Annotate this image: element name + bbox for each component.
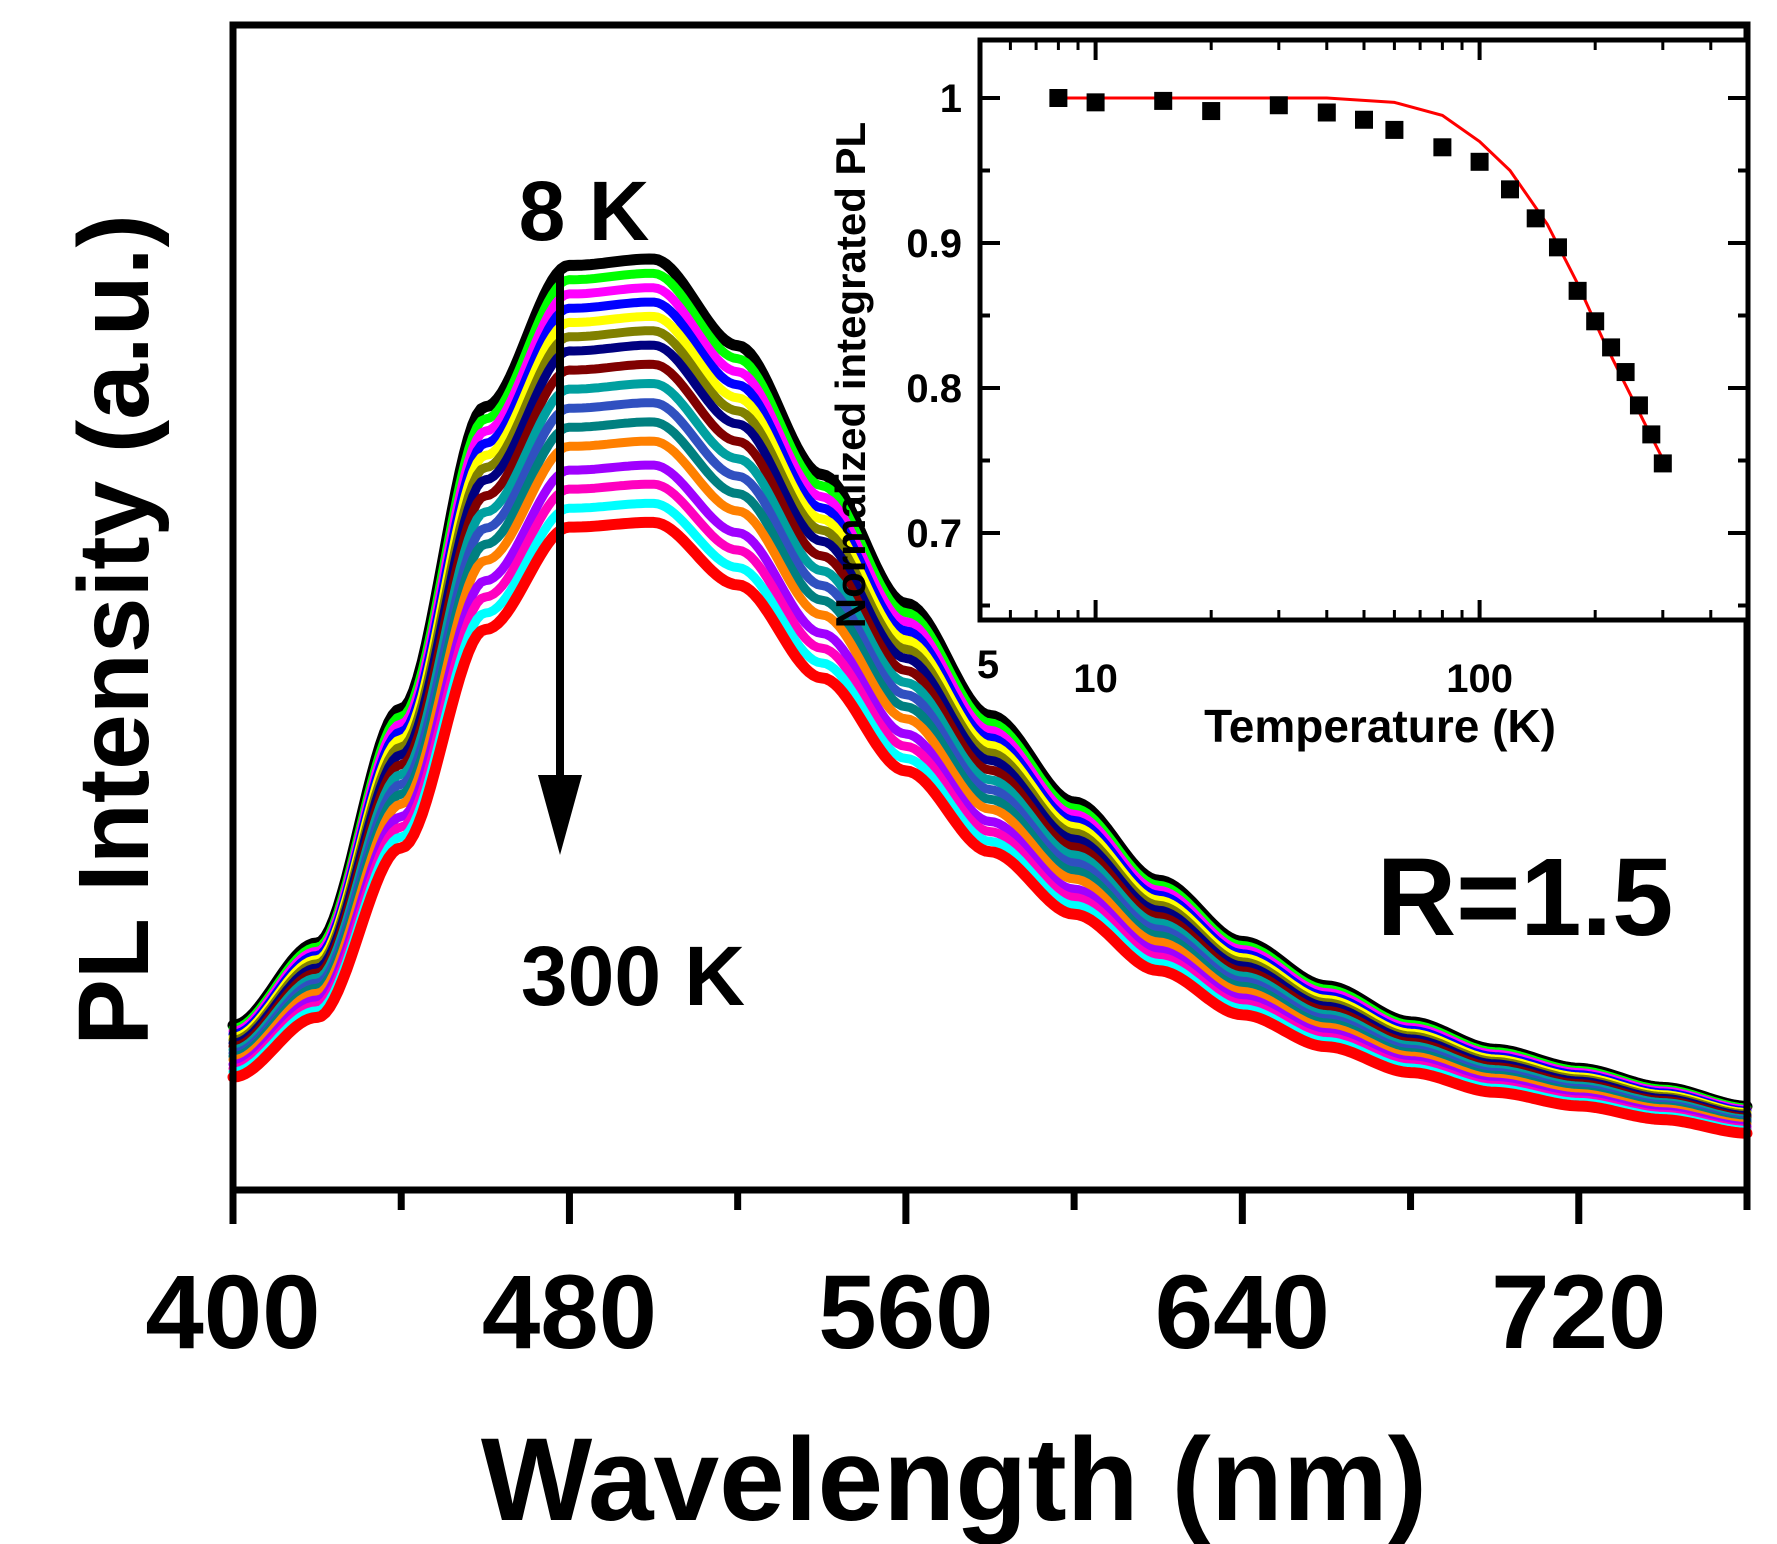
main-series-group [227, 253, 1753, 1139]
inset-data-point [1470, 152, 1489, 171]
inset-data-point [1154, 91, 1173, 110]
main-y-axis-label: PL Intensity (a.u.) [58, 214, 170, 1046]
main-x-axis-label: Wavelength (nm) [481, 1414, 1427, 1544]
inset-chart: 5 10 100 0.7 0.8 0.9 1 Temperature (K) Normali… [827, 37, 1751, 752]
main-x-tick-label: 400 [145, 1254, 320, 1371]
inset-data-point [1269, 96, 1288, 115]
inset-y-tick-label: 1 [940, 77, 962, 121]
inset-data-point [1501, 180, 1520, 199]
inset-data-point [1642, 425, 1661, 444]
bottom-temperature-label: 300 K [521, 929, 745, 1023]
inset-background [980, 40, 1748, 620]
sample-ratio-label: R=1.5 [1377, 836, 1674, 959]
inset-data-point [1629, 396, 1648, 415]
inset-data-point [1602, 338, 1621, 357]
inset-data-point [1049, 89, 1068, 107]
main-x-tick-label: 560 [818, 1254, 993, 1371]
inset-points-group [1049, 89, 1672, 473]
inset-x-tick-label: 100 [1446, 657, 1513, 701]
inset-data-point [1548, 238, 1567, 257]
inset-data-point [1202, 102, 1221, 121]
inset-y-tick-label: 0.8 [906, 367, 962, 411]
inset-ticks: 5 10 100 0.7 0.8 0.9 1 [906, 40, 1750, 701]
inset-x-axis-label: Temperature (K) [1204, 700, 1556, 752]
inset-data-point [1317, 103, 1336, 122]
spectrum-line-300-k [227, 516, 1753, 1139]
inset-data-point [1586, 312, 1605, 331]
inset-y-axis-label: Normalized integrated PL [827, 122, 874, 628]
main-x-tick-label: 720 [1491, 1254, 1666, 1371]
inset-fit-group [1058, 96, 1665, 460]
inset-data-point [1568, 281, 1587, 300]
inset-data-point [1526, 209, 1545, 228]
inset-data-point [1086, 93, 1105, 112]
inset-data-point [1616, 363, 1635, 382]
inset-x-tick-label: 5 [977, 643, 999, 687]
inset-data-point [1653, 454, 1672, 473]
inset-y-tick-label: 0.9 [906, 222, 962, 266]
main-x-ticks: 400 480 560 640 720 [145, 1190, 1751, 1371]
inset-x-tick-label: 10 [1073, 657, 1118, 701]
temperature-arrow-head [538, 775, 582, 855]
top-temperature-label: 8 K [519, 164, 650, 258]
main-chart: 400 480 560 640 720 Wavelength (nm) PL Inten… [58, 21, 1753, 1544]
main-x-tick-label: 480 [482, 1254, 657, 1371]
inset-data-point [1385, 120, 1404, 139]
inset-y-tick-label: 0.7 [906, 512, 962, 556]
inset-data-point [1433, 138, 1452, 157]
main-x-tick-label: 640 [1155, 1254, 1330, 1371]
inset-data-point [1355, 110, 1373, 129]
inset-fit-line [1058, 96, 1665, 460]
